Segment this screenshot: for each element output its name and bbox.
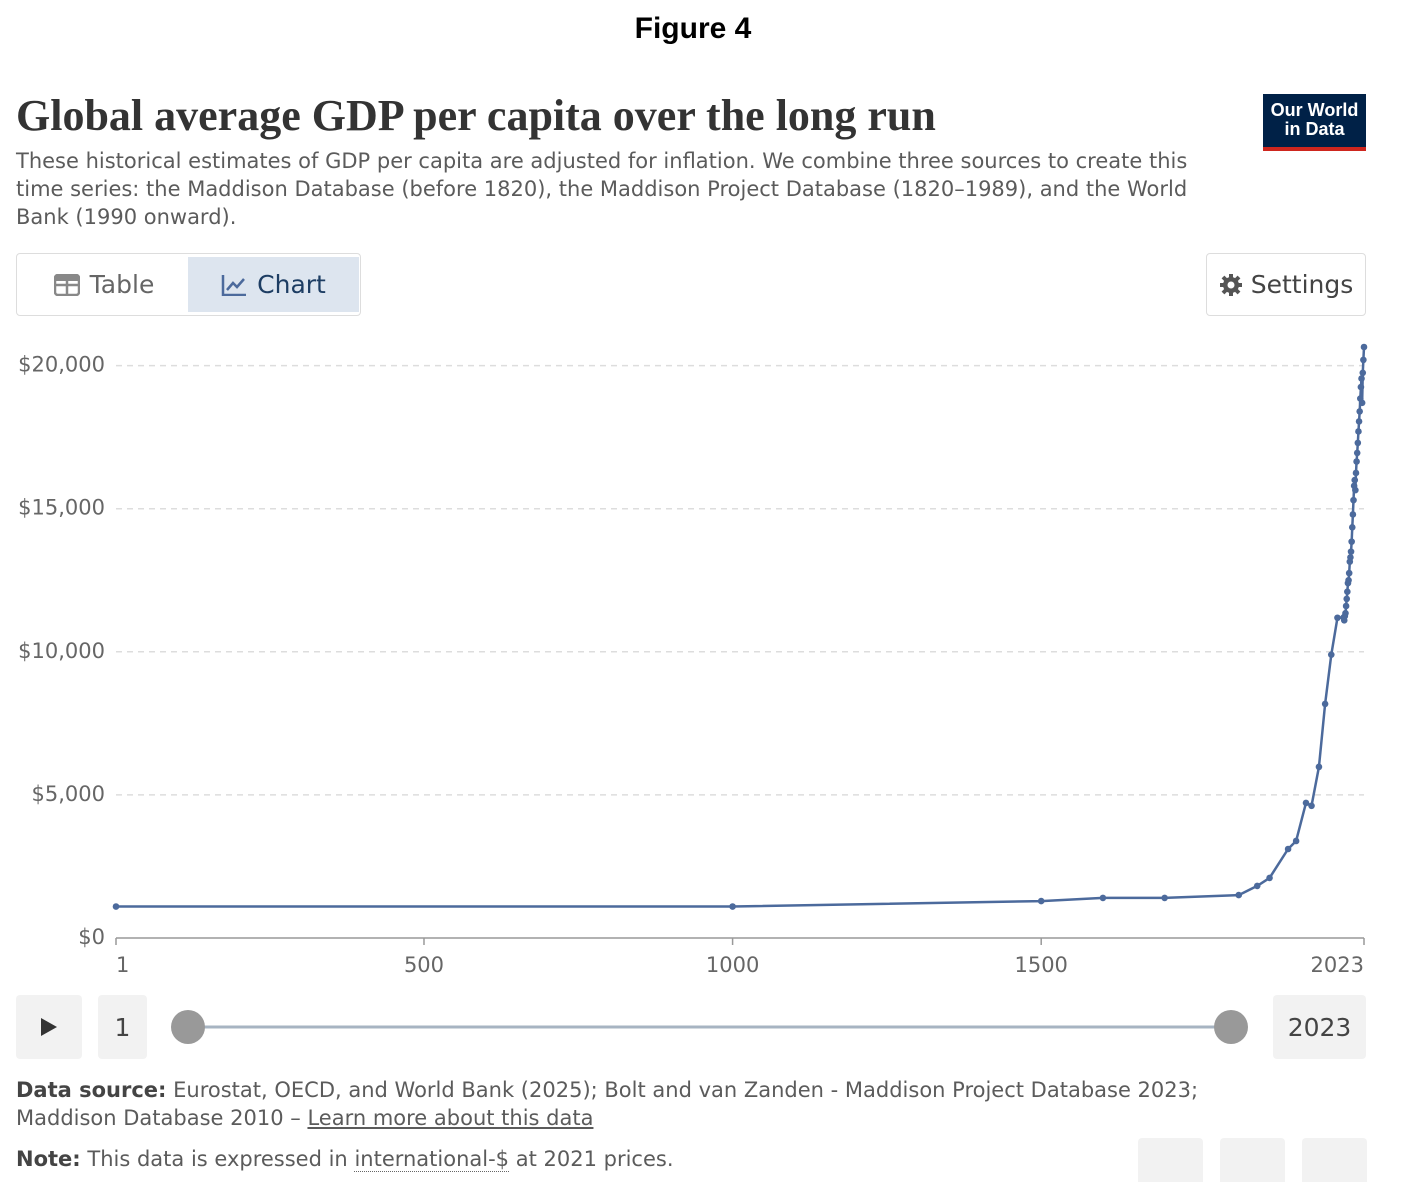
note-link[interactable]: international-$ bbox=[354, 1147, 510, 1172]
data-point bbox=[1315, 763, 1323, 771]
settings-button[interactable]: Settings bbox=[1206, 253, 1366, 316]
data-point bbox=[1302, 799, 1310, 807]
x-tick-label: 2023 bbox=[1311, 953, 1364, 977]
download-button[interactable] bbox=[1138, 1138, 1203, 1182]
logo-text: Our World bbox=[1270, 100, 1359, 120]
data-point bbox=[1308, 802, 1315, 810]
data-point bbox=[1351, 476, 1359, 484]
data-point bbox=[1350, 496, 1357, 504]
play-icon bbox=[41, 1018, 57, 1036]
y-tick-label: $5,000 bbox=[32, 782, 105, 806]
chart-icon bbox=[221, 274, 247, 296]
note: Note: This data is expressed in internat… bbox=[16, 1147, 674, 1172]
data-point bbox=[1360, 356, 1367, 364]
data-point bbox=[1345, 569, 1353, 577]
data-point bbox=[1342, 602, 1350, 610]
data-point bbox=[1321, 700, 1329, 708]
data-point bbox=[1037, 897, 1045, 905]
data-point bbox=[1342, 609, 1349, 617]
data-point bbox=[1355, 418, 1363, 425]
x-tick-label: 1 bbox=[116, 953, 129, 977]
chart-subtitle: These historical estimates of GDP per ca… bbox=[16, 149, 1188, 229]
timeline-handle bbox=[1214, 1010, 1248, 1044]
data-point bbox=[1358, 375, 1365, 382]
x-tick-label: 500 bbox=[404, 953, 444, 977]
tab-bar: Table Chart bbox=[16, 253, 361, 316]
data-point bbox=[1348, 524, 1356, 531]
settings-label: Settings bbox=[1250, 270, 1354, 299]
play-button[interactable] bbox=[16, 995, 82, 1059]
gear-icon bbox=[1219, 273, 1242, 296]
y-tick-label: $0 bbox=[78, 925, 105, 949]
note-text: This data is expressed in bbox=[87, 1147, 348, 1171]
tab-label: Table bbox=[89, 270, 155, 299]
source-link[interactable]: Learn more about this data bbox=[307, 1106, 594, 1130]
data-point bbox=[1292, 837, 1300, 845]
tab-label: Chart bbox=[257, 270, 326, 299]
share-button[interactable] bbox=[1220, 1138, 1285, 1182]
data-point bbox=[1253, 882, 1261, 890]
data-point bbox=[1266, 874, 1273, 882]
timeline-end[interactable]: 2023 bbox=[1273, 995, 1366, 1059]
data-point bbox=[1359, 369, 1367, 377]
data-point bbox=[1284, 845, 1292, 853]
data-point bbox=[1358, 399, 1366, 407]
data-line bbox=[116, 346, 1366, 908]
data-point bbox=[1352, 469, 1360, 477]
figure-label: Figure 4 bbox=[634, 12, 752, 45]
logo[interactable]: Our World in Data bbox=[1263, 94, 1366, 151]
data-point bbox=[1348, 538, 1355, 545]
data-point bbox=[1347, 548, 1355, 555]
timeline-handle bbox=[171, 1010, 205, 1044]
logo-text: in Data bbox=[1284, 119, 1345, 139]
data-source: Data source: Eurostat, OECD, and World B… bbox=[16, 1076, 1276, 1132]
note-label: Note: bbox=[16, 1147, 81, 1171]
data-point bbox=[1099, 894, 1107, 902]
data-point bbox=[112, 903, 120, 910]
data-point bbox=[1235, 891, 1243, 899]
tab[interactable]: Chart bbox=[188, 257, 359, 312]
data-point bbox=[1356, 408, 1363, 415]
data-point bbox=[1353, 449, 1361, 457]
data-point bbox=[1355, 428, 1362, 435]
chart-title: Global average GDP per capita over the l… bbox=[16, 91, 936, 140]
data-point bbox=[1352, 486, 1359, 494]
data-point bbox=[1345, 576, 1352, 584]
data-point bbox=[1357, 383, 1365, 391]
tab[interactable]: Table bbox=[20, 257, 188, 312]
data-point bbox=[1334, 614, 1341, 622]
data-point bbox=[1360, 343, 1368, 351]
fullscreen-button[interactable] bbox=[1302, 1138, 1367, 1182]
data-point bbox=[1327, 651, 1335, 658]
data-point bbox=[1349, 511, 1357, 518]
data-point bbox=[729, 903, 736, 910]
x-tick-label: 1500 bbox=[1014, 953, 1067, 977]
source-label: Data source: bbox=[16, 1078, 167, 1102]
data-point bbox=[1353, 458, 1360, 465]
data-point bbox=[1347, 554, 1354, 561]
x-tick-label: 1000 bbox=[706, 953, 759, 977]
y-tick-label: $20,000 bbox=[18, 353, 105, 377]
table-icon bbox=[53, 273, 80, 296]
note-text: at 2021 prices. bbox=[515, 1147, 674, 1171]
y-tick-label: $15,000 bbox=[18, 496, 105, 520]
y-tick-label: $10,000 bbox=[18, 639, 105, 663]
data-point bbox=[1161, 894, 1168, 902]
data-point bbox=[1343, 595, 1351, 603]
data-point bbox=[1344, 588, 1351, 596]
data-point bbox=[1354, 439, 1362, 447]
source-text: Eurostat, OECD, and World Bank (2025); B… bbox=[16, 1078, 1199, 1130]
timeline-start[interactable]: 1 bbox=[98, 995, 147, 1059]
